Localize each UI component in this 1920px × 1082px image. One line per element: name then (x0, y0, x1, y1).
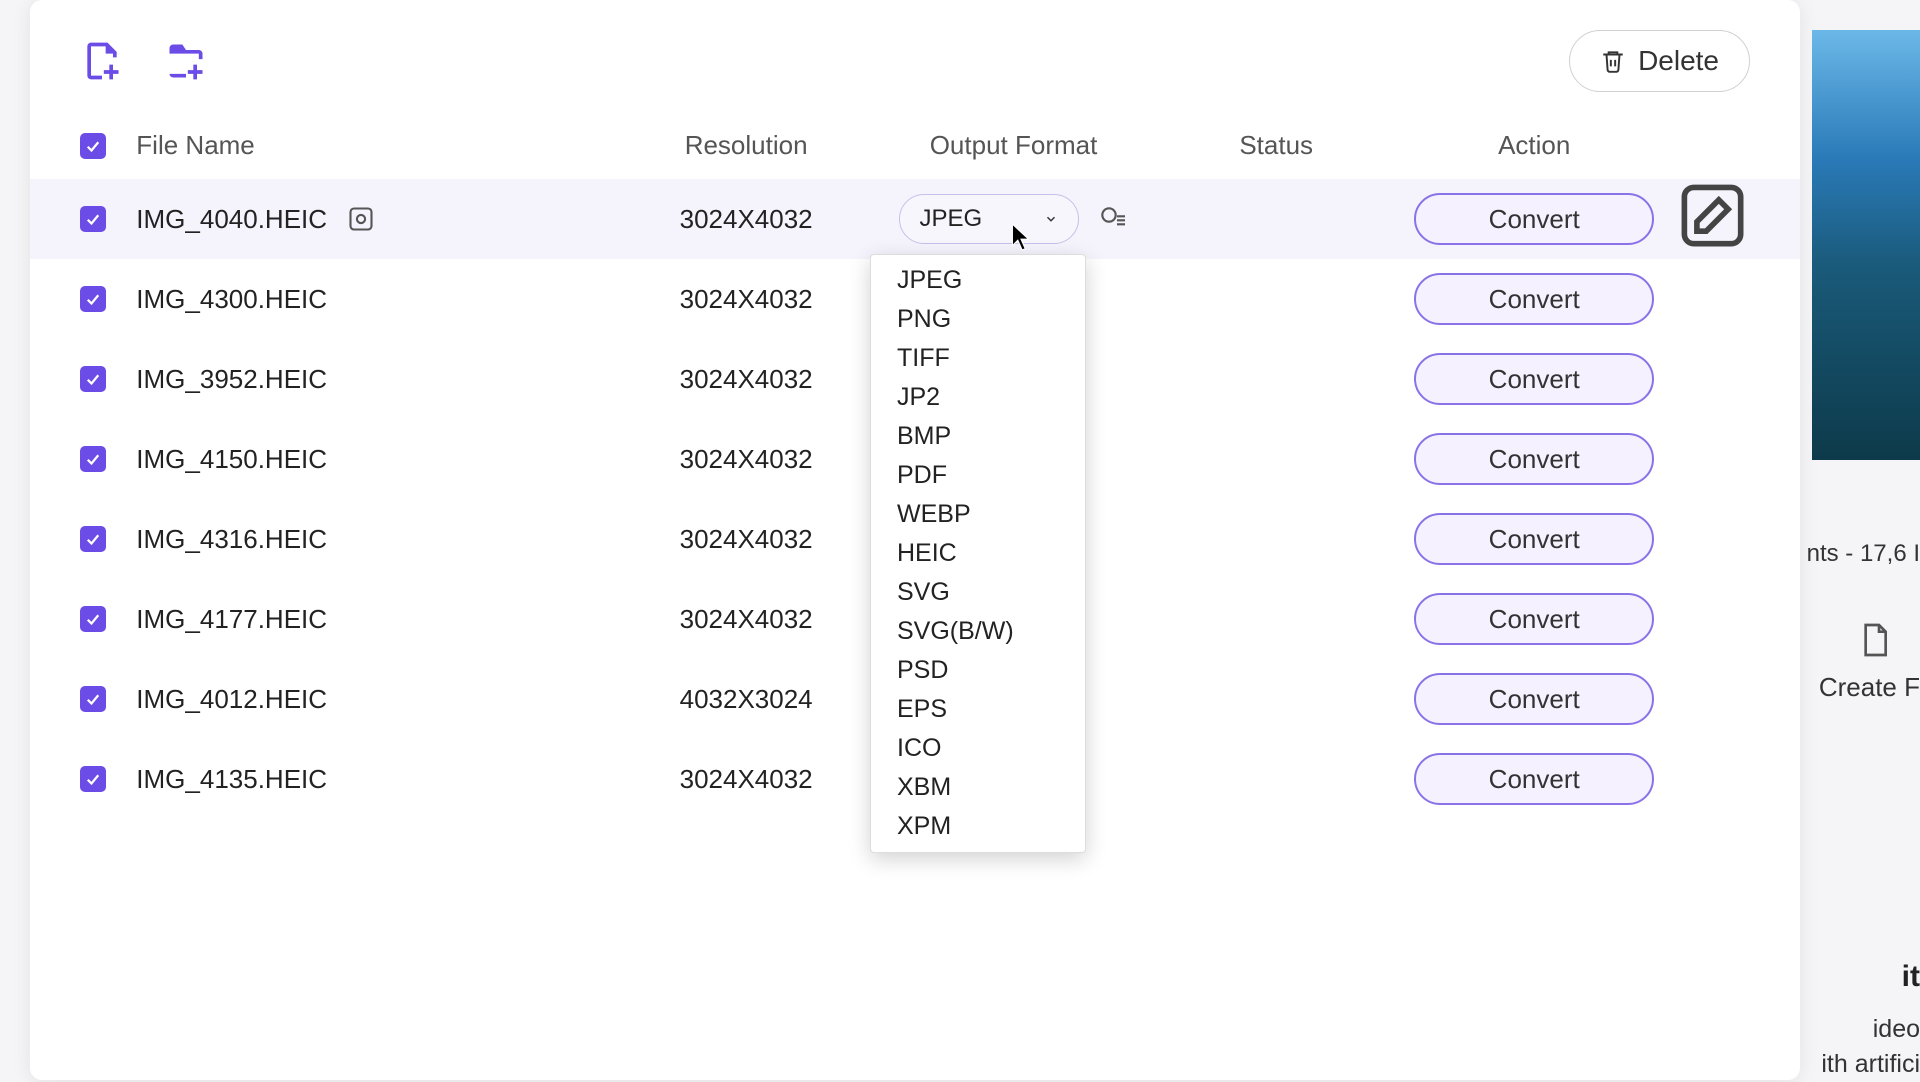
format-option[interactable]: XBM (871, 768, 1085, 807)
side-preview-image (1812, 30, 1920, 460)
convert-button[interactable]: Convert (1414, 193, 1654, 245)
chevron-down-icon (1044, 212, 1058, 226)
column-status: Status (1159, 130, 1394, 161)
side-meta-text: nts - 17,6 I (1807, 540, 1920, 568)
format-dropdown[interactable]: JPEGPNGTIFFJP2BMPPDFWEBPHEICSVGSVG(B/W)P… (870, 254, 1086, 853)
table-row: IMG_4040.HEIC 3024X4032 JPEG Convert (30, 179, 1800, 259)
file-name: IMG_4300.HEIC (136, 284, 327, 315)
file-name: IMG_4316.HEIC (136, 524, 327, 555)
delete-button[interactable]: Delete (1569, 30, 1750, 92)
row-checkbox[interactable] (80, 206, 106, 232)
row-checkbox[interactable] (80, 606, 106, 632)
format-option[interactable]: SVG (871, 573, 1085, 612)
row-checkbox[interactable] (80, 366, 106, 392)
format-option[interactable]: BMP (871, 417, 1085, 456)
convert-button[interactable]: Convert (1414, 513, 1654, 565)
file-name: IMG_4012.HEIC (136, 684, 327, 715)
format-option[interactable]: TIFF (871, 339, 1085, 378)
file-name: IMG_4135.HEIC (136, 764, 327, 795)
file-name: IMG_4177.HEIC (136, 604, 327, 635)
resolution-cell: 3024X4032 (624, 604, 868, 635)
column-resolution: Resolution (624, 130, 868, 161)
preview-icon[interactable] (347, 205, 375, 233)
convert-button[interactable]: Convert (1414, 673, 1654, 725)
column-format: Output Format (868, 130, 1159, 161)
format-option[interactable]: WEBP (871, 495, 1085, 534)
settings-icon[interactable] (1097, 203, 1129, 235)
resolution-cell: 3024X4032 (624, 764, 868, 795)
side-create-text[interactable]: Create F (1819, 672, 1920, 703)
format-option[interactable]: XPM (871, 807, 1085, 846)
convert-button[interactable]: Convert (1414, 753, 1654, 805)
resolution-cell: 3024X4032 (624, 444, 868, 475)
add-file-icon[interactable] (80, 39, 124, 83)
column-filename: File Name (136, 130, 624, 161)
format-option[interactable]: SVG(B/W) (871, 612, 1085, 651)
side-document-icon (1854, 620, 1894, 660)
table-header: File Name Resolution Output Format Statu… (30, 112, 1800, 179)
row-checkbox[interactable] (80, 446, 106, 472)
toolbar: Delete (30, 0, 1800, 112)
resolution-cell: 3024X4032 (624, 204, 868, 235)
file-name: IMG_4150.HEIC (136, 444, 327, 475)
format-option[interactable]: ICO (871, 729, 1085, 768)
row-checkbox[interactable] (80, 286, 106, 312)
format-option[interactable]: JPEG (871, 261, 1085, 300)
row-checkbox[interactable] (80, 686, 106, 712)
format-option[interactable]: EPS (871, 690, 1085, 729)
column-action: Action (1393, 130, 1674, 161)
side-paragraph: ideo ith artifici (1821, 1012, 1920, 1082)
format-select[interactable]: JPEG (899, 194, 1079, 244)
convert-button[interactable]: Convert (1414, 593, 1654, 645)
format-option[interactable]: JP2 (871, 378, 1085, 417)
format-option[interactable]: HEIC (871, 534, 1085, 573)
resolution-cell: 3024X4032 (624, 284, 868, 315)
row-checkbox[interactable] (80, 526, 106, 552)
format-option[interactable]: PNG (871, 300, 1085, 339)
resolution-cell: 3024X4032 (624, 524, 868, 555)
file-name: IMG_3952.HEIC (136, 364, 327, 395)
trash-icon (1600, 48, 1626, 74)
select-all-checkbox[interactable] (80, 133, 106, 159)
file-name: IMG_4040.HEIC (136, 204, 327, 235)
delete-label: Delete (1638, 45, 1719, 77)
format-option[interactable]: PDF (871, 456, 1085, 495)
format-option[interactable]: PSD (871, 651, 1085, 690)
add-folder-icon[interactable] (164, 39, 208, 83)
convert-button[interactable]: Convert (1414, 273, 1654, 325)
side-heading: it (1902, 960, 1920, 994)
edit-icon[interactable] (1675, 229, 1750, 259)
resolution-cell: 3024X4032 (624, 364, 868, 395)
convert-button[interactable]: Convert (1414, 353, 1654, 405)
row-checkbox[interactable] (80, 766, 106, 792)
resolution-cell: 4032X3024 (624, 684, 868, 715)
convert-button[interactable]: Convert (1414, 433, 1654, 485)
